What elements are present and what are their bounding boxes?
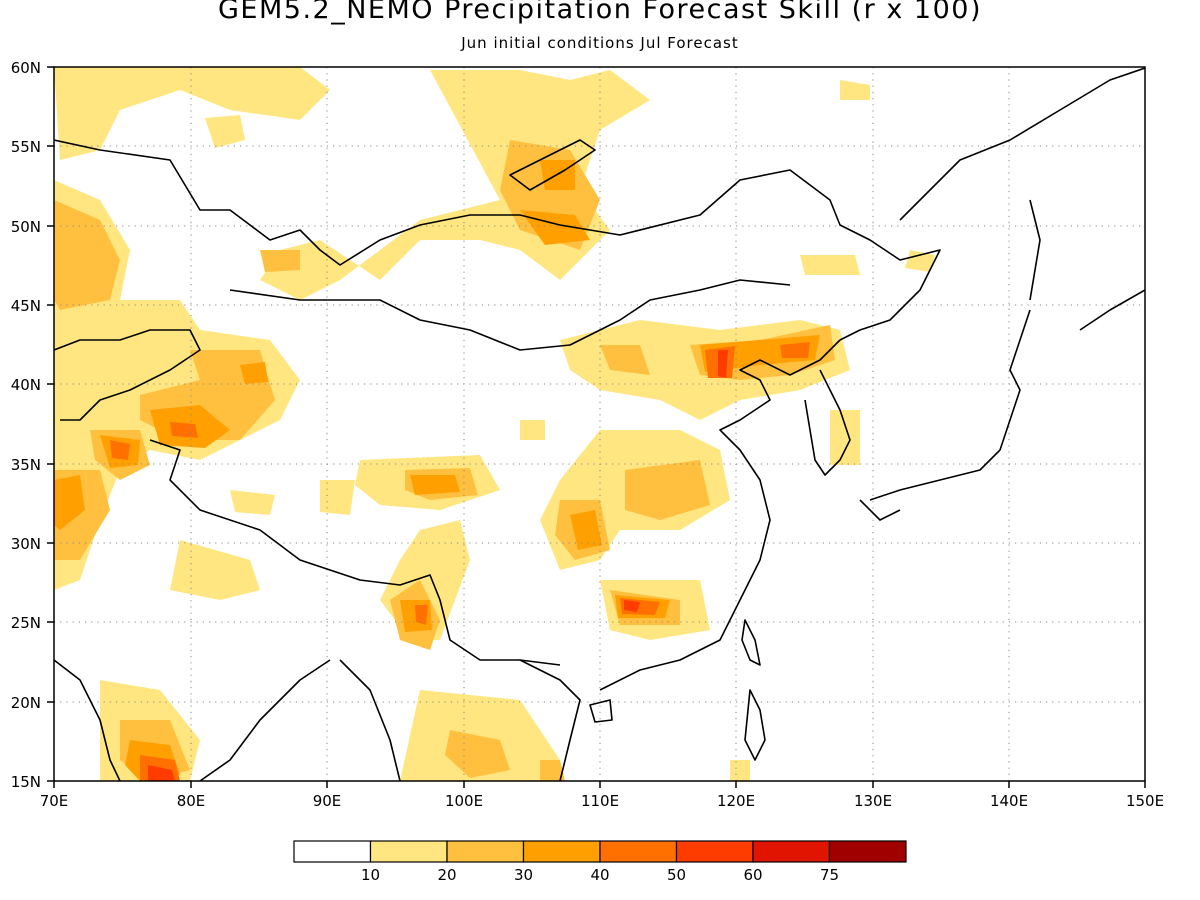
lon-tick-label: 80E [177, 792, 206, 810]
lat-tick-label: 60N [11, 59, 41, 77]
lon-tick-label: 90E [313, 792, 342, 810]
lon-tick-label: 150E [1126, 792, 1164, 810]
colorbar-swatch [828, 840, 907, 863]
lat-tick-label: 45N [11, 297, 41, 315]
chart-title: GEM5.2_NEMO Precipitation Forecast Skill… [218, 0, 982, 25]
lat-tick-label: 15N [11, 773, 41, 791]
colorbar-swatch [369, 840, 448, 863]
colorbar-label: 50 [667, 866, 686, 884]
colorbar-label: 30 [514, 866, 533, 884]
colorbar: 10 20 30 40 50 60 75 [293, 840, 907, 884]
lat-tick-label: 30N [11, 535, 41, 553]
lon-tick-label: 130E [854, 792, 892, 810]
chart-subtitle: Jun initial conditions Jul Forecast [461, 34, 739, 52]
lat-tick-label: 20N [11, 694, 41, 712]
lat-tick-label: 35N [11, 456, 41, 474]
colorbar-swatch [522, 840, 601, 863]
colorbar-label: 10 [361, 866, 380, 884]
colorbar-swatch [675, 840, 754, 863]
lon-tick-label: 120E [717, 792, 755, 810]
lat-tick-label: 55N [11, 138, 41, 156]
colorbar-swatch [446, 840, 525, 863]
lon-tick-label: 110E [581, 792, 619, 810]
colorbar-swatch [752, 840, 831, 863]
lat-labels: 60N 55N 50N 45N 40N 35N 30N 25N 20N 15N [11, 59, 41, 791]
lon-tick-label: 100E [445, 792, 483, 810]
colorbar-label: 60 [743, 866, 762, 884]
colorbar-swatch [599, 840, 678, 863]
lat-tick-label: 50N [11, 218, 41, 236]
graticule [54, 67, 1145, 781]
tick-marks [47, 66, 1146, 788]
lat-tick-label: 40N [11, 376, 41, 394]
colorbar-swatch [293, 840, 372, 863]
lon-tick-label: 70E [40, 792, 69, 810]
lon-tick-label: 140E [990, 792, 1028, 810]
colorbar-label: 75 [820, 866, 839, 884]
coastlines [54, 67, 1145, 781]
lon-labels: 70E 80E 90E 100E 110E 120E 130E 140E 150… [40, 792, 1164, 810]
lat-tick-label: 25N [11, 614, 41, 632]
colorbar-label: 40 [590, 866, 609, 884]
skill-shading [54, 67, 935, 781]
colorbar-label: 20 [437, 866, 456, 884]
